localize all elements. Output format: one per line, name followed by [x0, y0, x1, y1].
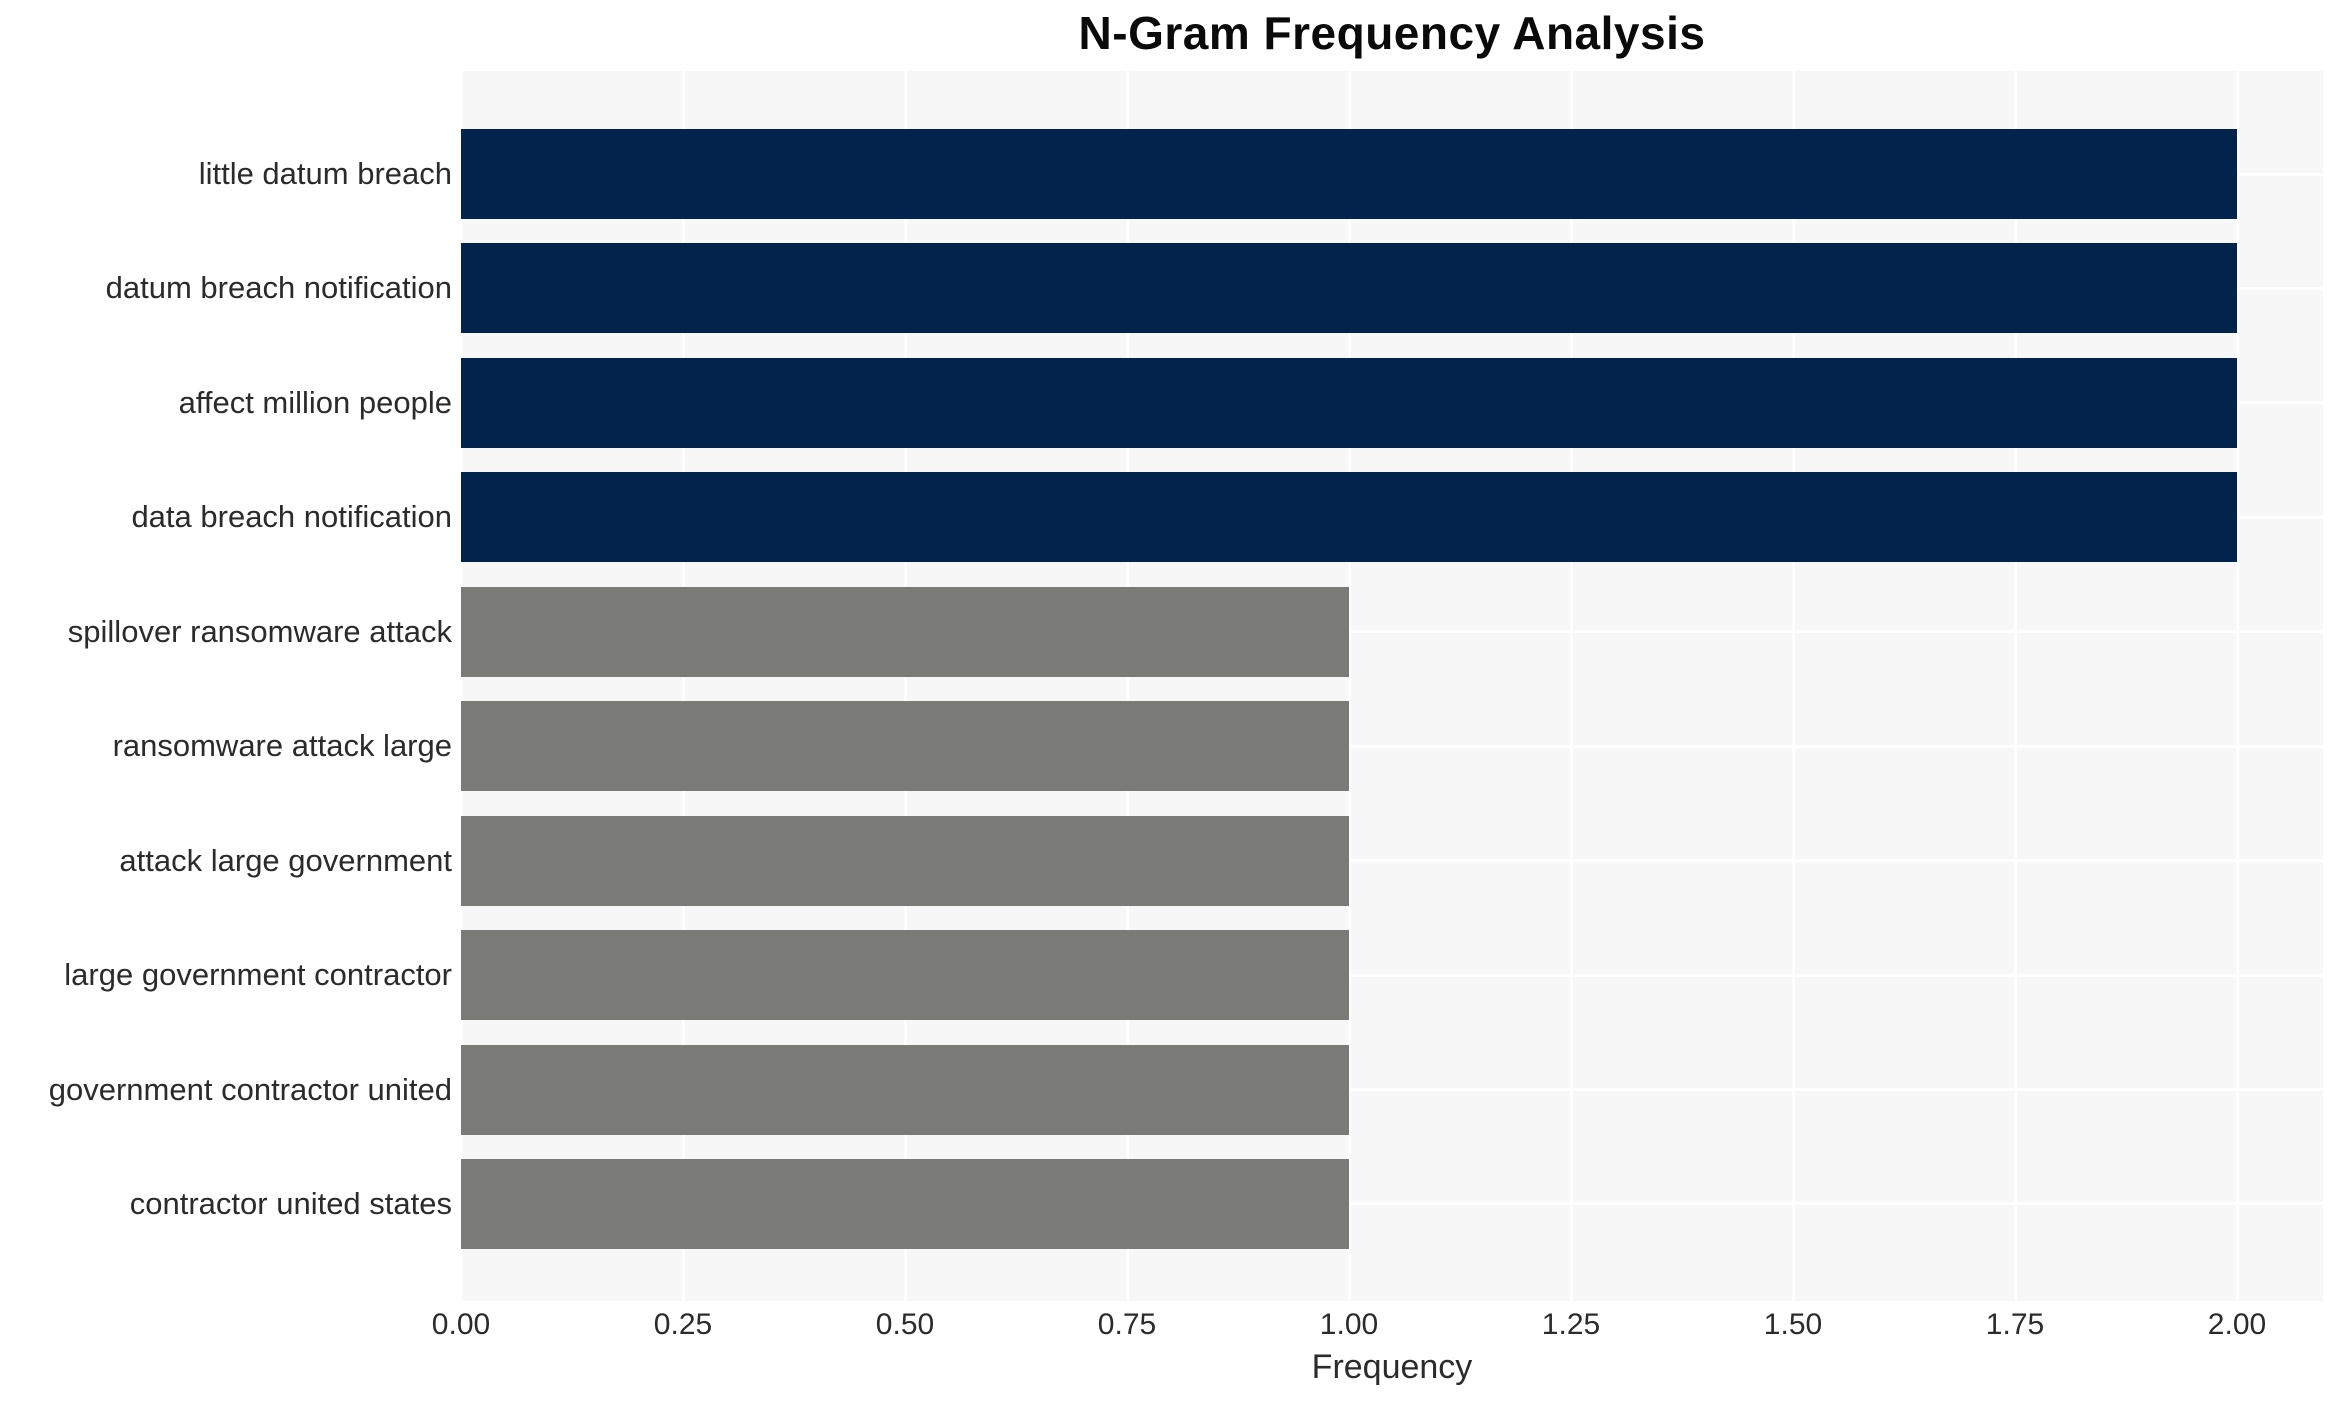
bar	[461, 1159, 1349, 1249]
x-gridline	[2014, 71, 2017, 1301]
y-gridline	[461, 1088, 2323, 1091]
y-gridline	[461, 859, 2323, 862]
y-tick-label: little datum breach	[198, 156, 452, 191]
x-gridline	[682, 71, 685, 1301]
y-tick-label: affect million people	[178, 385, 452, 420]
x-tick-label: 0.50	[875, 1308, 935, 1341]
y-tick-label: attack large government	[119, 843, 452, 878]
y-gridline	[461, 745, 2323, 748]
bar	[461, 930, 1349, 1020]
x-gridline	[904, 71, 907, 1301]
x-gridline	[1570, 71, 1573, 1301]
y-tick-label: large government contractor	[64, 957, 452, 992]
bar	[461, 129, 2237, 219]
y-tick-label: datum breach notification	[105, 270, 452, 305]
y-tick-label: data breach notification	[131, 499, 452, 534]
bar	[461, 587, 1349, 677]
y-gridline	[461, 630, 2323, 633]
x-gridline	[1792, 71, 1795, 1301]
bar	[461, 472, 2237, 562]
plot-area	[460, 71, 2323, 1301]
x-axis-title: Frequency	[1311, 1348, 1473, 1386]
x-tick-label: 2.00	[2207, 1308, 2267, 1341]
x-tick-label: 0.75	[1097, 1308, 1157, 1341]
x-tick-label: 1.00	[1319, 1308, 1379, 1341]
y-tick-label: spillover ransomware attack	[67, 614, 452, 649]
y-gridline	[461, 1202, 2323, 1205]
y-tick-label: ransomware attack large	[112, 728, 452, 763]
x-gridline	[1348, 71, 1351, 1301]
bar	[461, 816, 1349, 906]
bar	[461, 358, 2237, 448]
y-tick-label: contractor united states	[129, 1186, 452, 1221]
bar	[461, 1045, 1349, 1135]
x-tick-label: 0.00	[431, 1308, 491, 1341]
x-tick-label: 0.25	[653, 1308, 713, 1341]
x-tick-label: 1.25	[1541, 1308, 1601, 1341]
y-gridline	[461, 974, 2323, 977]
x-tick-label: 1.75	[1985, 1308, 2045, 1341]
bar	[461, 243, 2237, 333]
x-tick-label: 1.50	[1763, 1308, 1823, 1341]
bar	[461, 701, 1349, 791]
x-gridline	[1126, 71, 1129, 1301]
x-gridline	[2236, 71, 2239, 1301]
chart-title: N-Gram Frequency Analysis	[1078, 7, 1706, 59]
y-tick-label: government contractor united	[48, 1072, 452, 1107]
x-gridline	[460, 71, 463, 1301]
